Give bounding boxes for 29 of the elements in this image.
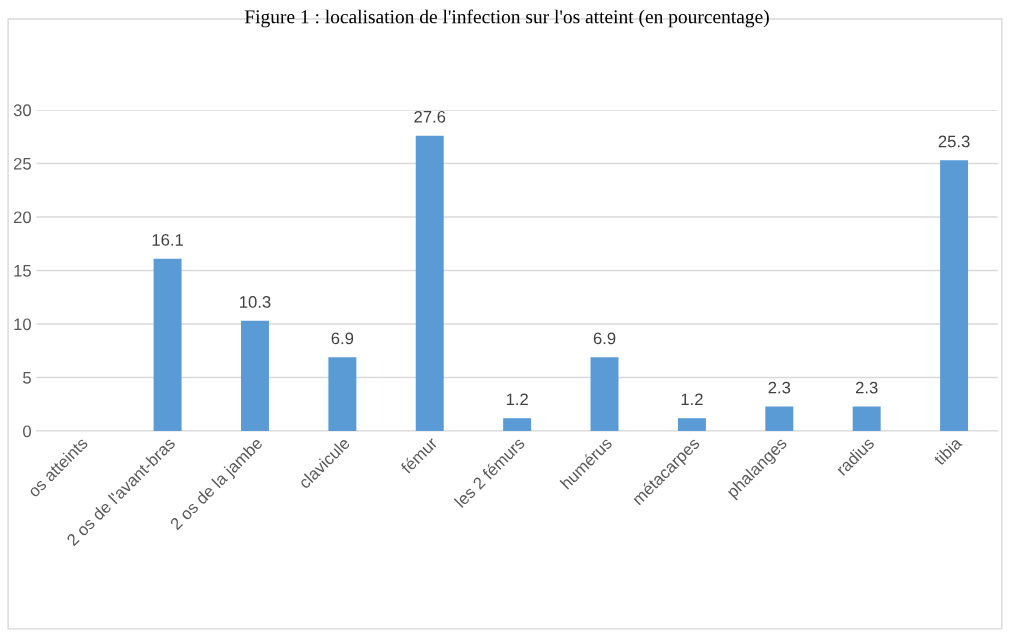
bar bbox=[590, 357, 619, 432]
bar bbox=[328, 357, 357, 432]
bar bbox=[240, 320, 269, 432]
data-label: 1.2 bbox=[681, 393, 703, 406]
y-tick-label: 5 bbox=[23, 372, 31, 384]
y-tick-label: 30 bbox=[13, 104, 31, 117]
bar bbox=[153, 258, 182, 432]
data-label: 6.9 bbox=[593, 332, 616, 345]
bar bbox=[940, 160, 969, 432]
y-tick-label: 15 bbox=[14, 265, 31, 277]
data-label: 2.3 bbox=[855, 381, 878, 394]
data-label: 1.2 bbox=[506, 393, 528, 406]
data-label: 16.1 bbox=[152, 234, 183, 246]
x-tick-label: tibia bbox=[932, 435, 963, 466]
chart-title: Figure 1 : localisation de l'infection sur l'os atteint (en pourcentage) bbox=[244, 9, 769, 28]
data-label: 6.9 bbox=[331, 332, 354, 345]
bar bbox=[765, 406, 794, 432]
data-label: 2.3 bbox=[768, 381, 791, 394]
bar bbox=[677, 418, 706, 432]
y-tick-label: 10 bbox=[14, 318, 31, 331]
y-tick-label: 0 bbox=[23, 425, 31, 438]
data-label: 25.3 bbox=[938, 135, 970, 148]
data-label: 10.3 bbox=[240, 296, 271, 308]
bar bbox=[415, 135, 444, 432]
y-tick-label: 20 bbox=[13, 211, 31, 224]
data-label: 27.6 bbox=[414, 110, 446, 123]
bar bbox=[503, 418, 532, 432]
bar bbox=[852, 406, 881, 432]
y-tick-label: 25 bbox=[13, 157, 31, 170]
